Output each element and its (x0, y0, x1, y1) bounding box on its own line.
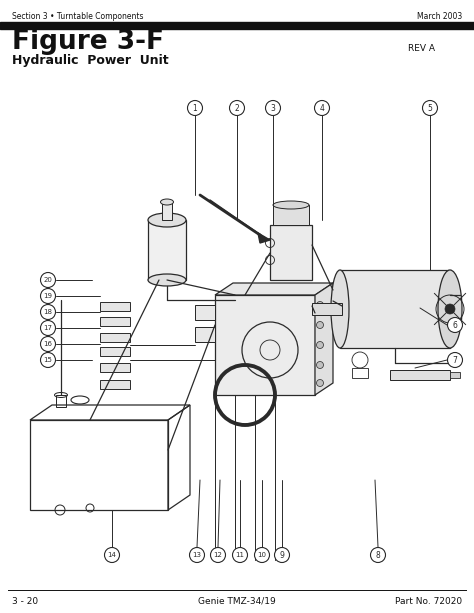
Ellipse shape (161, 199, 173, 205)
Circle shape (40, 273, 55, 287)
Circle shape (255, 547, 270, 563)
Bar (312, 303, 342, 315)
Circle shape (40, 321, 55, 335)
Text: 18: 18 (44, 309, 53, 315)
Text: 19: 19 (44, 293, 53, 299)
Text: 3 - 20: 3 - 20 (12, 596, 38, 606)
Text: 15: 15 (44, 357, 53, 363)
Bar (273, 205, 309, 225)
Text: REV A: REV A (409, 44, 436, 53)
Bar (195, 327, 215, 342)
Ellipse shape (148, 213, 186, 227)
Bar (215, 295, 315, 395)
Bar (100, 302, 130, 311)
Text: 11: 11 (236, 552, 245, 558)
Text: March 2003: March 2003 (417, 12, 462, 20)
Circle shape (447, 318, 463, 332)
Text: 4: 4 (319, 104, 324, 113)
Bar (56, 395, 66, 407)
Circle shape (422, 101, 438, 115)
Polygon shape (215, 283, 333, 295)
Bar (352, 368, 368, 378)
Bar (148, 220, 186, 280)
Text: 12: 12 (214, 552, 222, 558)
Text: 1: 1 (192, 104, 197, 113)
Bar (100, 347, 130, 356)
Text: 14: 14 (108, 552, 117, 558)
Polygon shape (258, 233, 270, 243)
Text: 10: 10 (257, 552, 266, 558)
Text: 20: 20 (44, 277, 53, 283)
Text: 2: 2 (235, 104, 239, 113)
Text: 17: 17 (44, 325, 53, 331)
Ellipse shape (273, 201, 309, 209)
Bar (30, 420, 168, 510)
Bar (100, 333, 130, 342)
Circle shape (265, 101, 281, 115)
Text: Section 3 • Turntable Components: Section 3 • Turntable Components (12, 12, 144, 20)
Circle shape (188, 101, 202, 115)
Circle shape (104, 547, 119, 563)
Bar (270, 225, 312, 280)
Text: 5: 5 (428, 104, 432, 113)
Text: Genie TMZ-34/19: Genie TMZ-34/19 (198, 596, 276, 606)
Circle shape (274, 547, 290, 563)
Text: 16: 16 (44, 341, 53, 347)
Text: 3: 3 (271, 104, 275, 113)
Text: Hydraulic  Power  Unit: Hydraulic Power Unit (12, 53, 169, 66)
Circle shape (371, 547, 385, 563)
Bar (195, 305, 215, 320)
Circle shape (317, 341, 323, 349)
Circle shape (233, 547, 247, 563)
Ellipse shape (331, 270, 349, 348)
Bar (100, 363, 130, 372)
Bar (340, 270, 450, 348)
Circle shape (315, 101, 329, 115)
Circle shape (40, 337, 55, 351)
Circle shape (40, 289, 55, 303)
Circle shape (40, 305, 55, 319)
Text: 13: 13 (192, 552, 201, 558)
Polygon shape (315, 283, 333, 395)
Circle shape (190, 547, 204, 563)
Circle shape (229, 101, 245, 115)
Bar (390, 370, 450, 380)
Bar (100, 380, 130, 389)
Bar (0, 22, 474, 29)
Circle shape (317, 302, 323, 308)
Ellipse shape (438, 270, 462, 348)
Circle shape (40, 352, 55, 368)
Text: Figure 3-F: Figure 3-F (12, 29, 164, 55)
Circle shape (317, 379, 323, 387)
Bar (100, 317, 130, 326)
Bar (162, 202, 172, 220)
Ellipse shape (148, 274, 186, 286)
Circle shape (445, 304, 455, 314)
Circle shape (210, 547, 226, 563)
Text: 8: 8 (375, 550, 380, 560)
Circle shape (317, 321, 323, 329)
Bar (450, 372, 460, 378)
Circle shape (447, 352, 463, 368)
Text: Part No. 72020: Part No. 72020 (395, 596, 462, 606)
Text: 9: 9 (280, 550, 284, 560)
Circle shape (317, 362, 323, 368)
Text: 7: 7 (453, 356, 457, 365)
Text: 6: 6 (453, 321, 457, 330)
